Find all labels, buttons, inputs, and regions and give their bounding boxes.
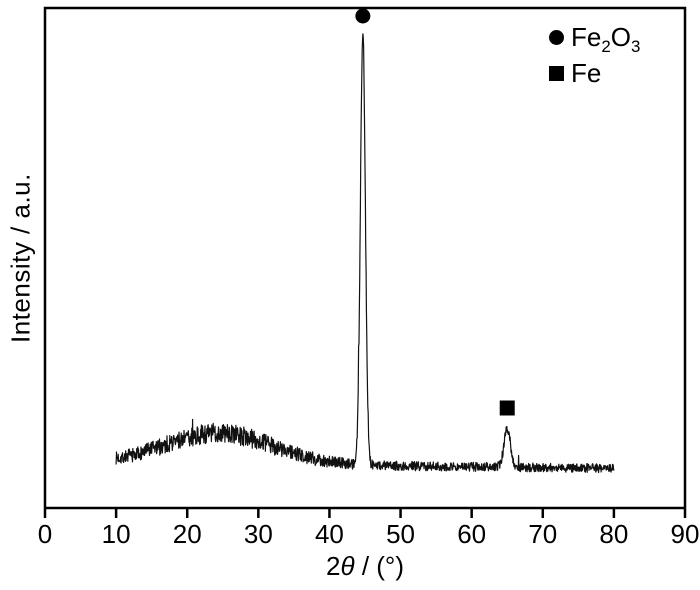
legend-item-fe2o3: Fe2O3 (549, 21, 641, 56)
x-tick-label: 90 (671, 519, 700, 549)
fe-peak-marker-icon (499, 400, 515, 416)
y-axis-label: Intensity / a.u. (5, 173, 36, 343)
x-axis-label-prefix: 2 (326, 551, 341, 581)
x-axis-label-suffix: / (°) (354, 551, 404, 581)
x-tick-label: 50 (386, 519, 415, 549)
x-axis-label: 2θ / (°) (45, 551, 685, 582)
x-tick-label: 40 (315, 519, 344, 549)
x-tick-label: 70 (528, 519, 557, 549)
x-tick-label: 20 (173, 519, 202, 549)
legend-label-fe: Fe (571, 57, 602, 88)
x-tick-label: 10 (102, 519, 131, 549)
legend-text: Fe (571, 21, 602, 52)
x-tick-label: 60 (457, 519, 486, 549)
legend-text: O (610, 21, 631, 52)
fe2o3-peak-marker-icon (355, 8, 371, 24)
legend-item-fe: Fe (549, 58, 640, 88)
legend-subscript: 2 (601, 36, 611, 56)
xrd-trace-line (115, 33, 615, 474)
theta-symbol: θ (340, 551, 355, 581)
x-tick-label: 80 (599, 519, 628, 549)
circle-marker-icon (549, 29, 564, 45)
plot-frame (43, 6, 687, 510)
square-marker-icon (549, 65, 564, 81)
legend-subscript: 3 (630, 36, 641, 56)
x-tick-label: 0 (38, 519, 52, 549)
legend-label-fe2o3: Fe2O3 (571, 21, 641, 56)
legend: Fe2O3 Fe (549, 22, 640, 88)
x-tick-label: 30 (244, 519, 273, 549)
